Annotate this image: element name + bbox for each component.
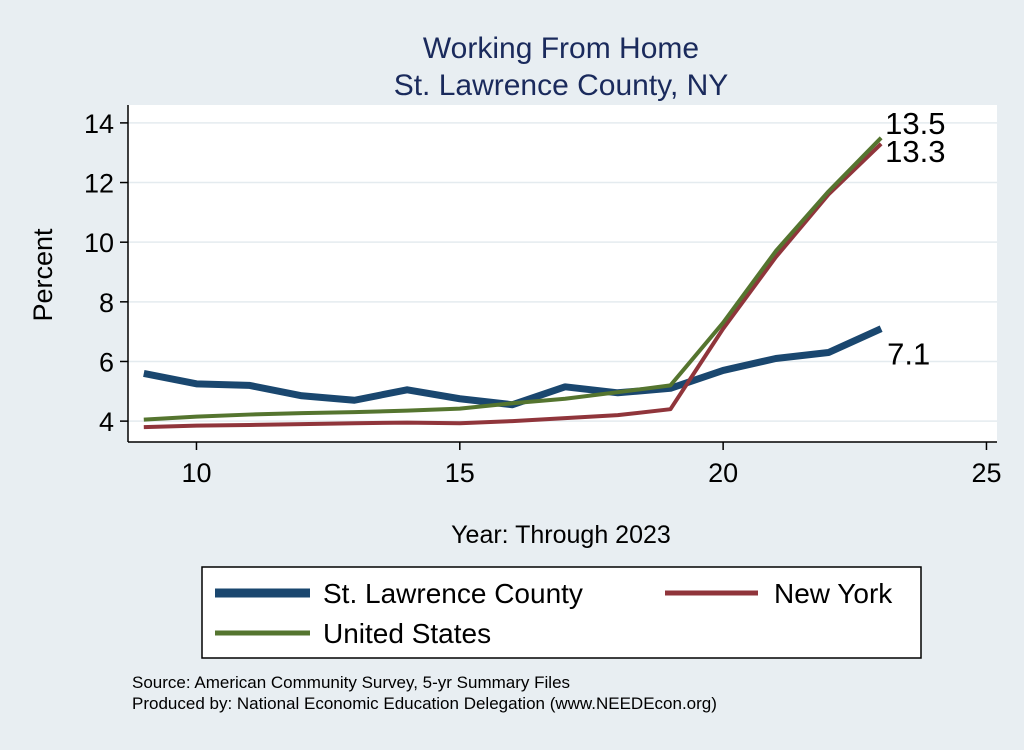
y-tick-label-14: 14 (84, 109, 114, 139)
source-note: Source: American Community Survey, 5-yr … (132, 673, 570, 692)
chart-title: Working From Home (423, 32, 699, 65)
legend: St. Lawrence County New York United Stat… (201, 566, 922, 659)
legend-label-united-states: United States (323, 618, 491, 649)
x-tick-label-15: 15 (445, 458, 475, 488)
end-label-st-lawrence: 7.1 (887, 337, 930, 372)
legend-label-st-lawrence: St. Lawrence County (323, 578, 583, 609)
y-tick-label-12: 12 (84, 169, 114, 199)
y-axis-ticks: 4 6 8 10 12 14 (84, 109, 128, 437)
x-tick-label-20: 20 (708, 458, 738, 488)
y-tick-label-10: 10 (84, 228, 114, 258)
y-tick-label-4: 4 (99, 407, 114, 437)
y-tick-label-8: 8 (99, 288, 114, 318)
y-axis-label: Percent (28, 228, 58, 322)
y-tick-label-6: 6 (99, 347, 114, 377)
end-label-new-york: 13.3 (885, 134, 945, 169)
end-labels: 7.1 13.313.5 (885, 106, 945, 372)
gridlines (128, 122, 997, 422)
x-axis-ticks: 10 15 20 25 (181, 442, 1001, 488)
legend-box (201, 566, 922, 659)
end-label-united-states: 13.5 (885, 106, 945, 141)
series-line-new-york (143, 142, 883, 430)
x-tick-label-25: 25 (971, 458, 1001, 488)
chart-subtitle: St. Lawrence County, NY (394, 69, 729, 102)
series-lines (143, 136, 883, 430)
series-line-united-states (143, 136, 883, 422)
produced-by-note: Produced by: National Economic Education… (132, 694, 717, 713)
legend-label-new-york: New York (774, 578, 893, 609)
x-axis-label: Year: Through 2023 (451, 521, 671, 549)
x-tick-label-10: 10 (181, 458, 211, 488)
